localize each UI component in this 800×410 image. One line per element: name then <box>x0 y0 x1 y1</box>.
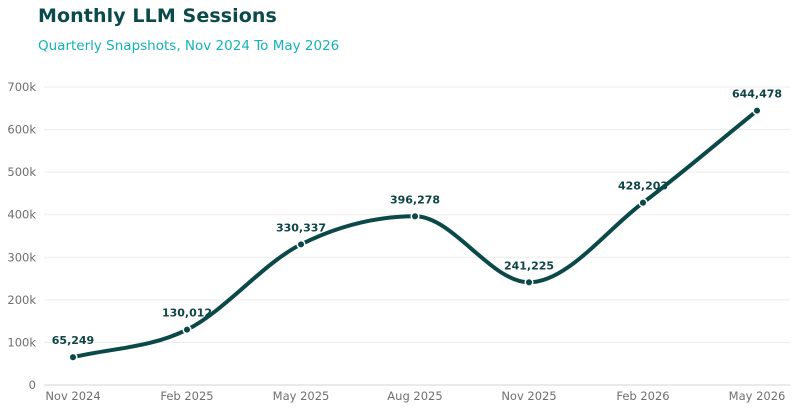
data-point <box>638 198 648 208</box>
x-tick-label: May 2025 <box>273 389 330 403</box>
y-axis-ticks: 0 100k 200k 300k 400k 500k 600k 700k <box>7 80 36 392</box>
data-point <box>182 325 192 335</box>
data-label: 396,278 <box>390 193 440 206</box>
x-tick-label: Nov 2025 <box>501 389 556 403</box>
data-point <box>524 277 534 287</box>
data-points <box>68 106 762 362</box>
data-label: 65,249 <box>52 334 94 347</box>
y-tick-label: 400k <box>7 208 36 222</box>
y-tick-label: 500k <box>7 165 36 179</box>
data-point <box>68 352 78 362</box>
x-tick-label: Aug 2025 <box>387 389 442 403</box>
series-line-layer <box>71 108 759 360</box>
data-labels: 65,249 130,012 330,337 396,278 241,225 428,20… <box>52 88 782 348</box>
y-tick-label: 100k <box>7 335 36 349</box>
x-tick-label: Feb 2025 <box>160 389 213 403</box>
data-point <box>410 211 420 221</box>
data-point <box>296 239 306 249</box>
x-tick-label: Nov 2024 <box>45 389 100 403</box>
y-tick-label: 600k <box>7 123 36 137</box>
data-label: 428,203 <box>618 180 668 193</box>
y-tick-label: 700k <box>7 80 36 94</box>
grid-lines <box>44 86 790 386</box>
x-axis-ticks: Nov 2024 Feb 2025 May 2025 Aug 2025 Nov 2025… <box>45 389 785 403</box>
chart-subtitle: Quarterly Snapshots, Nov 2024 To May 202… <box>38 38 340 54</box>
data-label: 330,337 <box>276 221 326 234</box>
chart-title: Monthly LLM Sessions <box>38 5 277 27</box>
x-tick-label: May 2026 <box>729 389 786 403</box>
data-label: 130,012 <box>162 307 212 320</box>
data-label: 241,225 <box>504 259 554 272</box>
data-point <box>752 106 762 116</box>
series-line <box>71 108 759 360</box>
y-tick-label: 300k <box>7 250 36 264</box>
y-tick-label: 0 <box>29 378 36 392</box>
x-tick-label: Feb 2026 <box>616 389 669 403</box>
data-label: 644,478 <box>732 88 782 101</box>
y-tick-label: 200k <box>7 293 36 307</box>
